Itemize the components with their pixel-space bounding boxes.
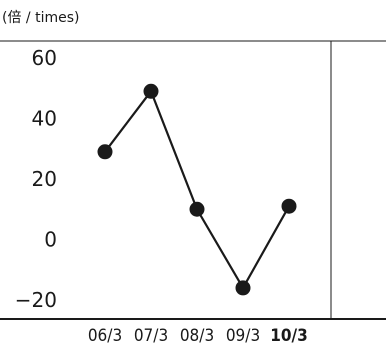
y-tick-label: −20 (15, 288, 57, 312)
x-tick-label: 09/3 (226, 326, 260, 346)
x-tick-label: 06/3 (88, 326, 122, 346)
y-tick-label: 20 (32, 167, 57, 191)
data-point (143, 83, 159, 99)
x-axis-ticks: 06/3 07/3 08/3 09/3 10/3 (88, 326, 308, 346)
x-tick-label: 07/3 (134, 326, 168, 346)
x-tick-label: 10/3 (270, 326, 308, 346)
data-point (97, 144, 113, 160)
y-tick-label: 0 (44, 228, 57, 252)
unit-label: (倍 / times) (2, 10, 79, 26)
y-tick-label: 60 (32, 46, 57, 70)
series-markers (97, 83, 297, 296)
data-point (281, 198, 297, 214)
x-tick-label: 08/3 (180, 326, 214, 346)
data-point (235, 280, 251, 296)
series-line (104, 89, 290, 291)
y-tick-label: 40 (32, 107, 57, 131)
data-point (189, 201, 205, 217)
y-axis-ticks: 60 40 20 0 −20 (15, 46, 57, 312)
